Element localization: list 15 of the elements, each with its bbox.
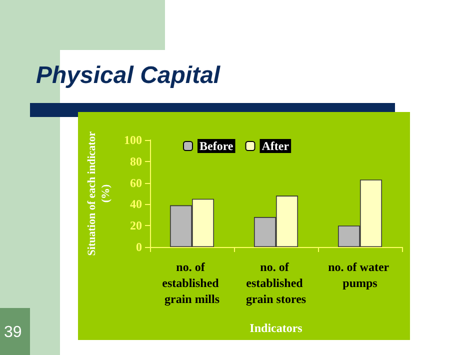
y-axis-title: Situation of each indicator (%) xyxy=(86,131,112,256)
text: 39 xyxy=(4,324,22,342)
legend-label: Before xyxy=(200,139,234,153)
y-tick-label: 80 xyxy=(130,154,142,168)
x-tick-label: no. of established grain mills xyxy=(162,260,222,306)
x-axis-title: Indicators xyxy=(250,321,303,335)
chart-title: Physical Capital xyxy=(36,62,220,90)
y-tick-label: 20 xyxy=(130,218,142,233)
y-tick-label: 100 xyxy=(124,133,142,147)
legend-label: After xyxy=(262,139,290,153)
y-tick-label: 60 xyxy=(130,176,142,190)
y-tick-label: 0 xyxy=(136,240,142,254)
x-tick-label: no. of established grain stores xyxy=(246,260,306,306)
x-tick-label: no. of water pumps xyxy=(328,260,392,290)
y-tick-label: 40 xyxy=(130,197,142,212)
